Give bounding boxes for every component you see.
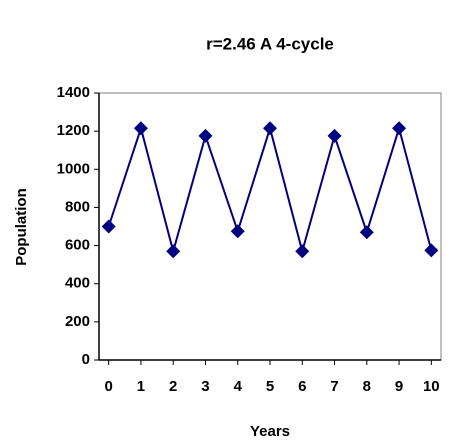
x-tick-label: 0 [105, 378, 113, 395]
marker [424, 243, 439, 258]
marker [392, 121, 407, 136]
x-tick-label: 4 [234, 378, 243, 395]
marker [263, 121, 277, 136]
x-tick-label: 3 [201, 378, 209, 395]
y-axis-label: Population [13, 188, 30, 266]
y-tick-label: 1000 [57, 160, 90, 177]
y-tick-label: 200 [65, 313, 90, 330]
marker [327, 128, 342, 143]
line [107, 124, 433, 256]
x-tick-label: 1 [137, 378, 145, 395]
x-tick-label: 5 [266, 378, 274, 395]
x-tick-label: 10 [423, 378, 440, 395]
chart-title: r=2.46 A 4-cycle [206, 34, 334, 53]
y-tick-label: 1200 [57, 122, 90, 139]
marker [359, 225, 374, 240]
marker [133, 121, 148, 136]
x-axis-label: Years [250, 423, 290, 440]
marker [198, 128, 213, 143]
y-tick-label: 600 [65, 237, 90, 254]
y-tick-label: 800 [65, 198, 90, 215]
marker [101, 219, 116, 234]
x-tick-label: 2 [169, 378, 177, 395]
marker [295, 244, 310, 259]
y-tick-label: 400 [65, 275, 90, 292]
y-tick-label: 1400 [57, 84, 90, 101]
x-tick-label: 7 [330, 378, 338, 395]
marker [230, 224, 245, 239]
marker [166, 244, 181, 259]
x-tick-label: 8 [363, 378, 371, 395]
y-tick-label: 0 [82, 351, 90, 368]
x-tick-label: 9 [395, 378, 403, 395]
x-tick-label: 6 [298, 378, 306, 395]
